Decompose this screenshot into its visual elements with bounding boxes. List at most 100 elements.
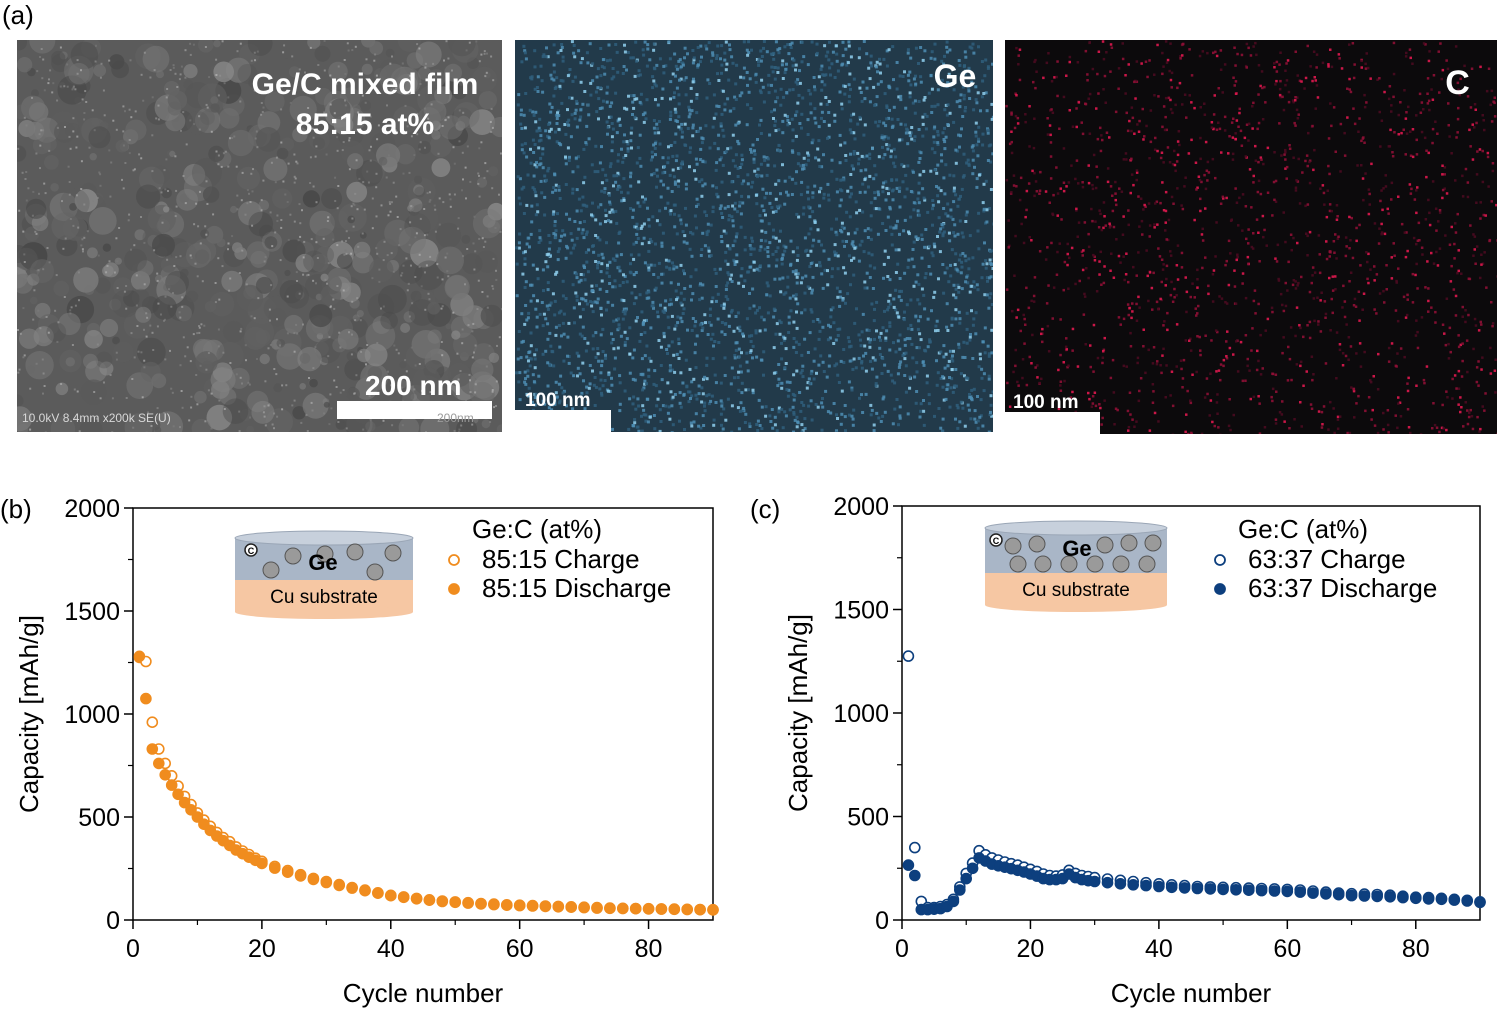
ge-dots xyxy=(515,40,993,432)
legend-marker xyxy=(448,554,460,566)
data-point xyxy=(655,903,668,915)
legend-entry: 63:37 Charge xyxy=(1248,544,1406,574)
inset-schematic: C Ge Cu substrate xyxy=(234,530,414,619)
data-point xyxy=(902,859,915,871)
ge-map-scale-label: 100 nm xyxy=(525,390,591,411)
sem-info-scale: 200nm xyxy=(437,411,474,425)
data-point xyxy=(436,895,449,908)
inset-ge-label: Ge xyxy=(308,550,337,575)
data-point xyxy=(1204,883,1217,895)
x-tick-label: 20 xyxy=(248,935,276,963)
ge-particle xyxy=(262,561,280,579)
data-point xyxy=(578,901,590,914)
c-map-image: C 100 nm xyxy=(1005,40,1497,434)
data-point xyxy=(1242,884,1255,897)
inset-cu-label: Cu substrate xyxy=(270,587,378,608)
data-point xyxy=(488,898,500,911)
data-point xyxy=(1088,875,1101,888)
data-point xyxy=(1191,882,1204,895)
chart-b: (b) 0 500 1000 1500 2000 0 20 40 60 80 Cycle number… xyxy=(0,494,719,1008)
ge-particle xyxy=(284,547,302,565)
data-point xyxy=(256,857,268,870)
panel-a-label: (a) xyxy=(2,0,34,30)
legend-title: Ge:C (at%) xyxy=(1238,514,1368,544)
data-point xyxy=(947,895,960,908)
legend-entry: 85:15 Charge xyxy=(482,544,640,574)
y-axis-label: Capacity [mAh/g] xyxy=(783,614,813,812)
data-point xyxy=(591,902,603,914)
data-point xyxy=(1461,895,1474,907)
data-point xyxy=(159,768,171,781)
x-tick-label: 40 xyxy=(1145,935,1173,963)
sem-scalebar xyxy=(337,401,492,419)
series-85-15-discharge xyxy=(133,650,719,916)
data-point xyxy=(410,892,423,905)
ge-particle xyxy=(1086,555,1104,573)
c-map-element-label: C xyxy=(1445,64,1470,102)
series-85-15-charge xyxy=(133,651,719,916)
ge-map-image: Ge 100 nm xyxy=(515,40,993,432)
data-point xyxy=(1397,891,1409,904)
data-point xyxy=(1345,889,1358,902)
data-point xyxy=(539,900,552,913)
data-point xyxy=(1435,893,1448,906)
data-point xyxy=(526,900,539,912)
data-point xyxy=(1101,876,1114,889)
ge-particle xyxy=(1028,535,1046,553)
ge-particle xyxy=(316,545,334,563)
ge-particle xyxy=(1112,555,1130,573)
y-tick-label: 500 xyxy=(78,804,120,832)
series-63-37-discharge xyxy=(902,852,1486,916)
data-point xyxy=(153,757,165,770)
data-point xyxy=(909,869,921,882)
data-point xyxy=(681,903,694,916)
y-axis-label: Capacity [mAh/g] xyxy=(14,615,44,813)
data-point xyxy=(359,884,371,897)
data-point xyxy=(1294,886,1307,898)
sem-grains xyxy=(17,40,502,432)
data-point xyxy=(178,796,191,809)
data-point xyxy=(707,904,719,916)
c-map-scalebar xyxy=(1005,412,1100,434)
legend-entry: 85:15 Discharge xyxy=(482,573,671,603)
panel-label: (c) xyxy=(750,494,780,524)
x-tick-label: 0 xyxy=(126,935,140,963)
data-point xyxy=(1217,883,1229,896)
x-tick-label: 40 xyxy=(377,935,405,963)
data-point xyxy=(513,899,526,912)
data-point xyxy=(1332,888,1345,901)
y-tick-label: 1500 xyxy=(64,598,120,626)
ge-particle xyxy=(1096,536,1114,554)
series-63-37-charge xyxy=(902,650,1486,914)
ge-map-element-label: Ge xyxy=(933,58,977,94)
sem-title-line2: 85:15 at% xyxy=(295,108,435,141)
data-point xyxy=(191,811,204,823)
data-point xyxy=(307,873,320,886)
sem-texture xyxy=(17,40,502,432)
data-point xyxy=(462,897,474,909)
data-point xyxy=(1230,883,1242,896)
ge-particle xyxy=(1138,555,1156,573)
x-tick-label: 60 xyxy=(506,935,534,963)
data-point xyxy=(1320,888,1332,900)
data-point xyxy=(629,902,642,915)
ge-particle xyxy=(1034,555,1052,573)
data-point xyxy=(500,899,513,912)
y-tick-label: 1000 xyxy=(64,701,120,729)
data-point xyxy=(1165,881,1178,894)
data-point xyxy=(966,862,979,875)
data-point xyxy=(146,743,159,755)
data-point xyxy=(1358,890,1371,902)
ge-map-texture xyxy=(515,40,993,432)
carbon-particle-icon xyxy=(244,543,258,557)
data-point xyxy=(1255,884,1268,897)
data-point xyxy=(1409,892,1422,905)
data-point xyxy=(1474,896,1486,909)
data-point xyxy=(1371,890,1384,903)
carbon-particle-label: C xyxy=(248,546,255,556)
data-point xyxy=(954,884,966,896)
legend-title: Ge:C (at%) xyxy=(472,514,602,544)
data-point xyxy=(346,882,358,894)
ge-map-scalebar xyxy=(515,410,611,432)
data-point xyxy=(133,650,146,663)
